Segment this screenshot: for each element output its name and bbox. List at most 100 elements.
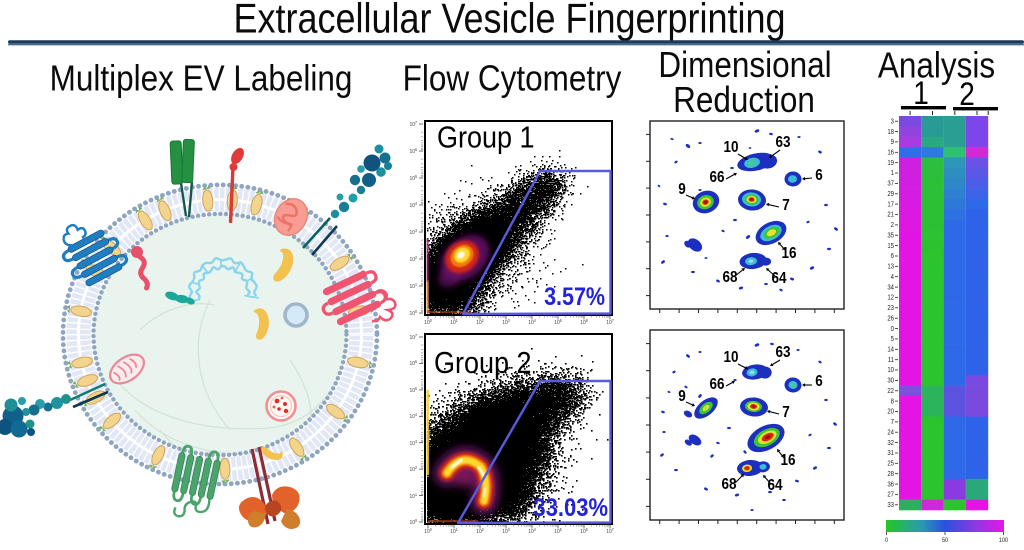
svg-text:16: 16: [887, 149, 894, 156]
svg-text:Reduction: Reduction: [673, 80, 815, 120]
svg-text:12: 12: [887, 294, 894, 301]
svg-text:5: 5: [891, 336, 895, 343]
svg-text:16: 16: [780, 452, 795, 469]
svg-text:9: 9: [678, 181, 686, 198]
svg-text:2: 2: [891, 222, 895, 229]
svg-text:100: 100: [409, 309, 417, 317]
svg-text:107: 107: [606, 318, 614, 326]
svg-text:106: 106: [409, 147, 417, 155]
svg-text:20: 20: [887, 408, 894, 415]
svg-text:0: 0: [885, 538, 889, 544]
svg-text:101: 101: [450, 318, 458, 326]
svg-text:24: 24: [887, 429, 894, 436]
svg-text:102: 102: [476, 318, 484, 326]
svg-text:13: 13: [887, 263, 894, 270]
svg-text:1: 1: [913, 76, 929, 111]
svg-text:36: 36: [887, 481, 894, 488]
svg-text:100: 100: [999, 538, 1009, 544]
svg-text:66: 66: [709, 376, 724, 393]
svg-text:106: 106: [580, 318, 588, 326]
svg-text:Extracellular Vesicle Fingerpr: Extracellular Vesicle Fingerprinting: [233, 0, 785, 42]
svg-text:104: 104: [528, 527, 536, 535]
svg-text:32: 32: [887, 439, 894, 446]
svg-text:3.57%: 3.57%: [544, 283, 605, 311]
svg-text:34: 34: [887, 284, 894, 291]
svg-text:100: 100: [409, 518, 417, 526]
svg-text:19: 19: [887, 160, 894, 167]
svg-text:9: 9: [891, 139, 895, 146]
svg-text:64: 64: [771, 270, 786, 287]
svg-text:103: 103: [409, 439, 417, 447]
svg-text:14: 14: [887, 346, 894, 353]
svg-text:102: 102: [409, 465, 417, 473]
svg-text:29: 29: [887, 191, 894, 198]
svg-text:106: 106: [409, 359, 417, 367]
svg-text:6: 6: [891, 253, 895, 260]
svg-text:15: 15: [887, 242, 894, 249]
svg-text:10: 10: [723, 139, 738, 156]
svg-text:27: 27: [887, 491, 894, 498]
svg-text:105: 105: [554, 318, 562, 326]
svg-text:9: 9: [678, 388, 686, 405]
svg-text:0: 0: [891, 325, 895, 332]
svg-text:50: 50: [942, 538, 949, 544]
svg-text:33: 33: [887, 502, 894, 509]
svg-text:8: 8: [891, 398, 895, 405]
svg-text:1: 1: [891, 170, 895, 177]
svg-text:105: 105: [409, 386, 417, 394]
svg-text:23: 23: [887, 305, 894, 312]
svg-text:101: 101: [409, 282, 417, 290]
svg-text:4: 4: [891, 274, 895, 281]
svg-text:103: 103: [502, 318, 510, 326]
svg-text:107: 107: [409, 333, 417, 341]
svg-text:Dimensional: Dimensional: [658, 45, 831, 85]
svg-text:18: 18: [887, 128, 894, 135]
svg-text:2: 2: [959, 77, 975, 112]
svg-text:Flow Cytometry: Flow Cytometry: [403, 59, 622, 99]
svg-text:63: 63: [775, 344, 790, 361]
svg-text:100: 100: [424, 527, 432, 535]
svg-text:105: 105: [554, 527, 562, 535]
svg-text:6: 6: [815, 373, 823, 390]
svg-text:37: 37: [887, 180, 894, 187]
svg-text:104: 104: [409, 201, 417, 209]
svg-text:107: 107: [409, 120, 417, 128]
svg-text:33.03%: 33.03%: [533, 495, 608, 523]
svg-text:Group 1: Group 1: [437, 121, 534, 155]
svg-text:22: 22: [887, 388, 894, 395]
svg-text:107: 107: [606, 527, 614, 535]
svg-text:25: 25: [887, 460, 894, 467]
svg-text:17: 17: [887, 201, 894, 208]
svg-text:100: 100: [424, 318, 432, 326]
svg-text:101: 101: [450, 527, 458, 535]
svg-text:64: 64: [767, 477, 782, 494]
svg-text:105: 105: [409, 174, 417, 182]
svg-text:35: 35: [887, 232, 894, 239]
svg-text:3: 3: [891, 118, 895, 125]
svg-text:63: 63: [775, 134, 790, 151]
svg-text:6: 6: [815, 167, 823, 184]
svg-text:102: 102: [476, 527, 484, 535]
svg-text:68: 68: [722, 269, 737, 286]
svg-text:Analysis: Analysis: [878, 46, 995, 86]
svg-text:66: 66: [709, 169, 724, 186]
svg-text:68: 68: [721, 476, 736, 493]
svg-text:30: 30: [887, 377, 894, 384]
svg-text:103: 103: [502, 527, 510, 535]
svg-text:21: 21: [887, 211, 894, 218]
svg-text:11: 11: [888, 357, 895, 364]
svg-text:26: 26: [887, 315, 894, 322]
svg-text:7: 7: [891, 419, 895, 426]
svg-text:31: 31: [887, 450, 894, 457]
svg-text:106: 106: [580, 527, 588, 535]
svg-text:28: 28: [887, 471, 894, 478]
svg-text:104: 104: [528, 318, 536, 326]
svg-text:Group 2: Group 2: [434, 346, 531, 380]
svg-text:102: 102: [409, 255, 417, 263]
svg-text:104: 104: [409, 412, 417, 420]
svg-text:10: 10: [723, 349, 738, 366]
svg-text:10: 10: [887, 367, 894, 374]
svg-text:7: 7: [782, 197, 790, 214]
svg-text:7: 7: [782, 404, 790, 421]
svg-text:103: 103: [409, 228, 417, 236]
